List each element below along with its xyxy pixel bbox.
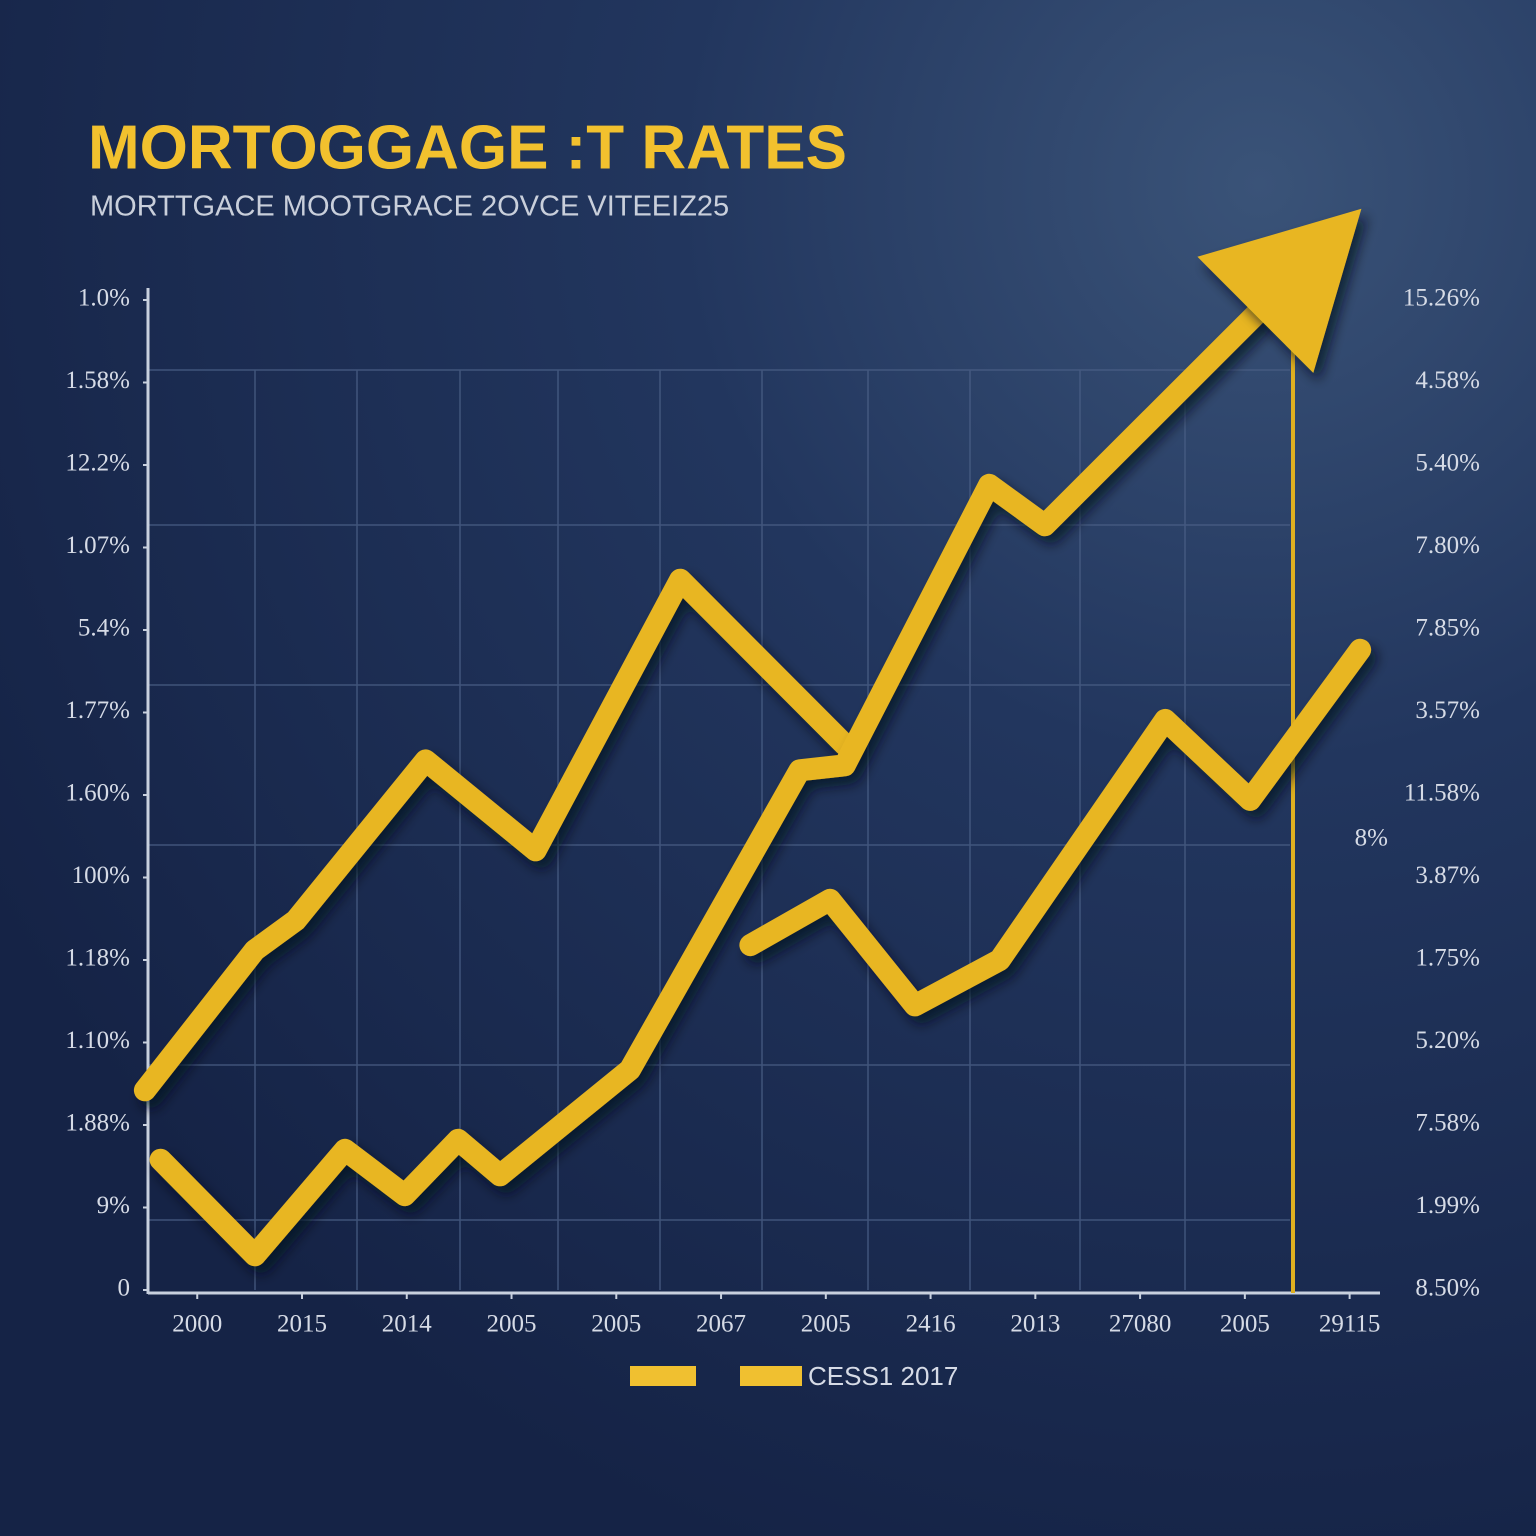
y-tick-label: 1.88%: [65, 1110, 130, 1137]
x-tick-label: 2005: [801, 1311, 851, 1338]
legend-label: CESS1 2017: [808, 1361, 958, 1391]
y2-tick-label: 5.40%: [1415, 450, 1480, 477]
y2-tick-label: 7.85%: [1415, 615, 1480, 642]
y2-tick-label: 7.80%: [1415, 532, 1480, 559]
y-tick-label: 12.2%: [65, 450, 130, 477]
x-tick-label: 2005: [1220, 1311, 1270, 1338]
y-tick-label: 1.18%: [65, 945, 130, 972]
y-tick-label: 100%: [72, 862, 130, 889]
y2-tick-label: 11.58%: [1404, 780, 1480, 807]
series-line: [133, 568, 856, 1102]
y2-tick-label: 4.58%: [1415, 367, 1480, 394]
y2-tick-label: 5.20%: [1415, 1027, 1480, 1054]
x-tick-label: 2014: [382, 1311, 433, 1338]
y-tick-label: 5.4%: [78, 615, 130, 642]
y2-tick-label: 3.87%: [1415, 862, 1480, 889]
y-tick-label: 1.10%: [65, 1027, 130, 1054]
y-tick-label: 1.60%: [65, 780, 130, 807]
series-line: [149, 303, 1267, 1267]
x-tick-label: 2067: [696, 1311, 746, 1338]
x-tick-label: 2013: [1010, 1311, 1060, 1338]
y2-tick-label: 8.50%: [1415, 1275, 1480, 1302]
legend-swatch: [740, 1366, 802, 1386]
y2-tick-label: 1.75%: [1415, 945, 1480, 972]
y2-tick-label: 15.26%: [1403, 285, 1480, 312]
x-tick-label: 29115: [1319, 1311, 1381, 1338]
y2-tick-label: 1.99%: [1415, 1192, 1480, 1219]
arrow-head: [1197, 208, 1362, 373]
y-tick-label: 1.77%: [65, 697, 130, 724]
x-tick-label: 27080: [1109, 1311, 1172, 1338]
x-tick-label: 2000: [172, 1311, 222, 1338]
x-tick-label: 2015: [277, 1311, 327, 1338]
y-tick-label: 1.0%: [78, 285, 130, 312]
y-tick-label: 1.07%: [65, 532, 130, 559]
y-tick-label: 1.58%: [65, 367, 130, 394]
chart-title: MORTOGGAGE :T RATES: [88, 113, 847, 182]
y-tick-label: 0: [118, 1275, 131, 1302]
x-tick-label: 2005: [487, 1311, 537, 1338]
x-tick-label: 2416: [906, 1311, 956, 1338]
x-tick-label: 2005: [591, 1311, 641, 1338]
chart-subtitle: MORTTGACE MOOTGRACE 2OVCE VITEEIZ25: [90, 191, 729, 223]
y-tick-label: 9%: [97, 1192, 130, 1219]
y2-tick-label: 3.57%: [1415, 697, 1480, 724]
legend-swatch: [630, 1366, 696, 1386]
y2-tick-label: 7.58%: [1415, 1110, 1480, 1137]
series-line: [739, 638, 1372, 1017]
annotation: 8%: [1355, 825, 1388, 852]
